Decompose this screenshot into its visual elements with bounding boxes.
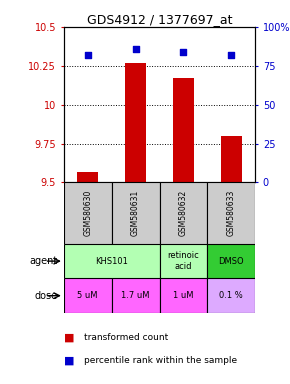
Bar (173, 78, 194, 182)
Bar (125, 63, 146, 182)
Bar (160, 278, 207, 313)
Text: GSM580631: GSM580631 (131, 190, 140, 236)
Bar (112, 278, 160, 313)
Text: GSM580633: GSM580633 (227, 190, 236, 236)
Bar (160, 182, 207, 244)
Text: DMSO: DMSO (218, 257, 244, 266)
Bar (207, 244, 255, 278)
Point (229, 52, 233, 58)
Text: 1 uM: 1 uM (173, 291, 194, 300)
Text: KHS101: KHS101 (95, 257, 128, 266)
Text: retinoic
acid: retinoic acid (168, 252, 199, 271)
Bar (64, 278, 112, 313)
Bar (207, 278, 255, 313)
Text: dose: dose (35, 291, 58, 301)
Bar (64, 244, 160, 278)
Text: transformed count: transformed count (84, 333, 168, 343)
Text: ■: ■ (64, 333, 74, 343)
Title: GDS4912 / 1377697_at: GDS4912 / 1377697_at (87, 13, 232, 26)
Point (181, 49, 186, 55)
Bar (112, 182, 160, 244)
Text: GSM580632: GSM580632 (179, 190, 188, 236)
Bar (207, 182, 255, 244)
Point (85, 52, 90, 58)
Bar (64, 182, 112, 244)
Text: 1.7 uM: 1.7 uM (121, 291, 150, 300)
Text: 0.1 %: 0.1 % (220, 291, 243, 300)
Text: 5 uM: 5 uM (77, 291, 98, 300)
Text: agent: agent (30, 256, 58, 266)
Bar (220, 136, 242, 182)
Text: ■: ■ (64, 356, 74, 366)
Bar (160, 244, 207, 278)
Point (133, 46, 138, 52)
Text: GSM580630: GSM580630 (83, 190, 92, 236)
Text: percentile rank within the sample: percentile rank within the sample (84, 356, 237, 366)
Bar (77, 172, 99, 182)
